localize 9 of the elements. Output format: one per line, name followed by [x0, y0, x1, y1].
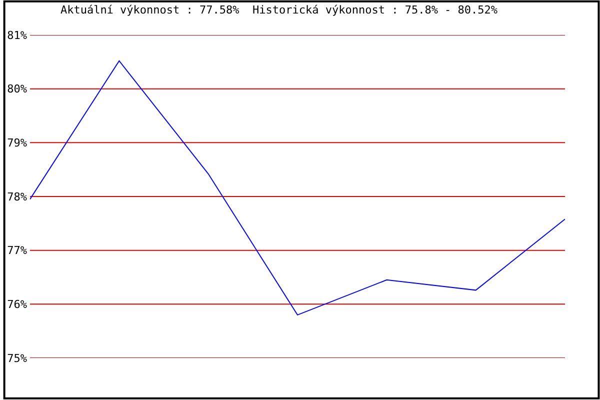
- y-tick-label: 77%: [7, 244, 28, 258]
- y-tick-label: 78%: [7, 190, 28, 204]
- y-tick-label: 80%: [7, 82, 28, 96]
- y-tick-label: 76%: [7, 298, 28, 312]
- chart-title: Aktuální výkonnost : 77.58% Historická výkonnost : 75.8% - 80.52%: [60, 4, 498, 17]
- y-tick-label: 81%: [7, 28, 28, 42]
- line-series: [30, 60, 565, 316]
- y-tick-label: 75%: [7, 352, 28, 365]
- y-tick-label: 79%: [7, 136, 28, 150]
